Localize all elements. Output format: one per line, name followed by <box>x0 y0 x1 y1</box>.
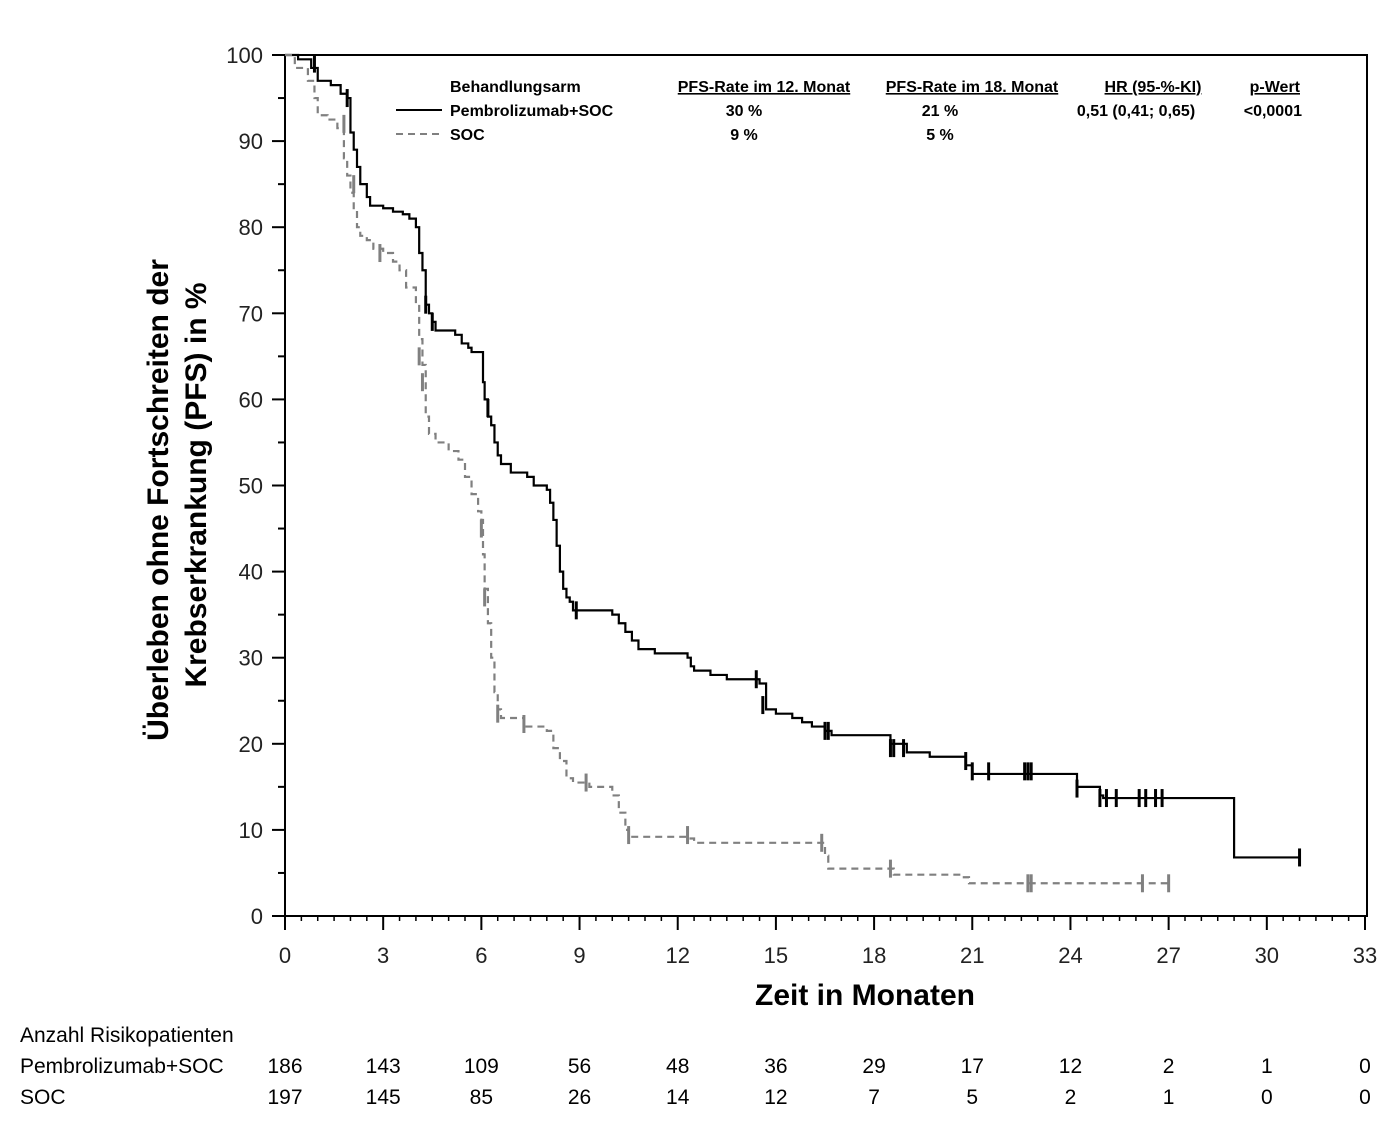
x-tick-label: 24 <box>1058 943 1082 968</box>
legend-pfs18-2: 5 % <box>926 127 954 144</box>
risk-count: 14 <box>666 1086 690 1109</box>
risk-count: 143 <box>366 1055 401 1078</box>
risk-count: 109 <box>464 1055 499 1078</box>
y-tick-label: 10 <box>239 818 263 843</box>
x-tick-label: 12 <box>665 943 689 968</box>
x-tick-label: 6 <box>475 943 487 968</box>
legend-header-hr: HR (95-%-KI) <box>1105 79 1202 96</box>
legend-header-pfs18: PFS-Rate im 18. Monat <box>886 79 1059 96</box>
km-curve-soc <box>285 53 1169 885</box>
risk-count: 12 <box>1059 1055 1082 1078</box>
risk-count: 29 <box>862 1055 885 1078</box>
legend-pfs12-1: 30 % <box>726 103 762 120</box>
legend-p-1: <0,0001 <box>1244 103 1302 120</box>
y-tick-label: 60 <box>239 387 263 412</box>
x-tick-label: 9 <box>573 943 585 968</box>
x-tick-label: 21 <box>960 943 984 968</box>
x-tick-label: 33 <box>1353 943 1377 968</box>
y-axis-title-line-1: Überleben ohne Fortschreiten der <box>142 259 175 741</box>
risk-count: 197 <box>267 1086 302 1109</box>
y-axis-title-line-2: Krebserkrankung (PFS) in % <box>180 282 213 687</box>
y-tick-label: 70 <box>239 301 263 326</box>
x-tick-label: 18 <box>862 943 886 968</box>
legend-header-pfs12: PFS-Rate im 12. Monat <box>678 79 851 96</box>
risk-count: 0 <box>1261 1086 1273 1109</box>
y-tick-label: 80 <box>239 215 263 240</box>
y-tick-label: 100 <box>226 43 263 68</box>
legend-pfs18-1: 21 % <box>922 103 958 120</box>
x-tick-label: 3 <box>377 943 389 968</box>
risk-count: 36 <box>764 1055 787 1078</box>
survival-curves <box>285 53 1302 893</box>
legend-header-p: p-Wert <box>1250 79 1301 96</box>
y-tick-label: 90 <box>239 129 263 154</box>
y-tick-label: 30 <box>239 646 263 671</box>
y-tick-label: 50 <box>239 474 263 499</box>
risk-count: 2 <box>1065 1086 1077 1109</box>
risk-row-label-2: SOC <box>20 1086 66 1109</box>
x-tick-label: 27 <box>1156 943 1180 968</box>
legend: Behandlungsarm PFS-Rate im 12. Monat PFS… <box>396 79 1302 144</box>
legend-pfs12-2: 9 % <box>730 127 758 144</box>
risk-count: 0 <box>1359 1055 1371 1078</box>
legend-header-arm: Behandlungsarm <box>450 79 581 96</box>
risk-count: 145 <box>366 1086 401 1109</box>
risk-count: 1 <box>1163 1086 1175 1109</box>
y-tick-label: 0 <box>251 904 263 929</box>
y-tick-label: 40 <box>239 560 263 585</box>
y-axis: 0 10 20 30 40 50 60 70 80 90 100 <box>226 43 285 929</box>
risk-count: 186 <box>267 1055 302 1078</box>
risk-table-title: Anzahl Risikopatienten <box>20 1024 234 1047</box>
risk-count: 12 <box>764 1086 787 1109</box>
risk-count: 26 <box>568 1086 591 1109</box>
risk-count: 85 <box>470 1086 493 1109</box>
risk-table: Anzahl Risikopatienten Pembrolizumab+SOC… <box>20 1024 1371 1109</box>
x-axis: 0 3 6 9 12 15 18 21 24 27 30 33 <box>279 916 1377 968</box>
risk-row-label-1: Pembrolizumab+SOC <box>20 1055 224 1078</box>
risk-count: 0 <box>1359 1086 1371 1109</box>
legend-hr-1: 0,51 (0,41; 0,65) <box>1077 103 1195 120</box>
km-curve-pembrolizumab-soc <box>285 53 1300 859</box>
x-tick-label: 15 <box>764 943 788 968</box>
y-tick-label: 20 <box>239 732 263 757</box>
y-axis-title: Überleben ohne Fortschreiten der Krebser… <box>142 259 213 741</box>
legend-arm-1: Pembrolizumab+SOC <box>450 103 614 120</box>
risk-count: 5 <box>966 1086 978 1109</box>
risk-count: 2 <box>1163 1055 1175 1078</box>
risk-count: 1 <box>1261 1055 1273 1078</box>
risk-count: 17 <box>961 1055 984 1078</box>
risk-count: 7 <box>868 1086 880 1109</box>
x-tick-label: 0 <box>279 943 291 968</box>
plot-frame <box>284 54 1368 917</box>
x-tick-label: 30 <box>1255 943 1279 968</box>
x-axis-title: Zeit in Monaten <box>755 979 975 1012</box>
risk-count: 48 <box>666 1055 689 1078</box>
risk-count: 56 <box>568 1055 591 1078</box>
legend-arm-2: SOC <box>450 127 485 144</box>
